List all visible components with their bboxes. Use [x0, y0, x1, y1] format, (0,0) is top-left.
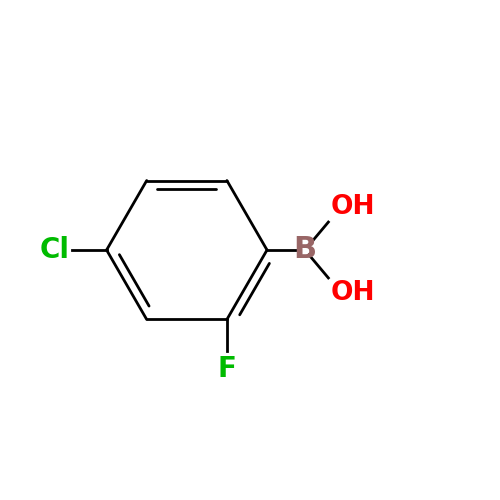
Text: B: B — [294, 236, 316, 264]
Text: OH: OH — [331, 280, 376, 306]
Text: F: F — [218, 355, 236, 383]
Text: OH: OH — [331, 194, 376, 220]
Text: Cl: Cl — [40, 236, 70, 264]
